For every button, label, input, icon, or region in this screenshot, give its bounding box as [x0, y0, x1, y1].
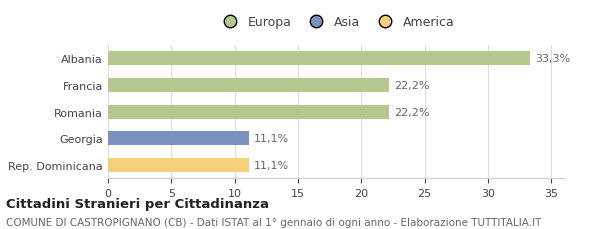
Text: 22,2%: 22,2%	[394, 81, 430, 91]
Text: 22,2%: 22,2%	[394, 107, 430, 117]
Legend: Europa, Asia, America: Europa, Asia, America	[218, 16, 454, 29]
Text: 33,3%: 33,3%	[535, 54, 570, 64]
Bar	[108, 79, 389, 93]
Bar	[108, 52, 530, 66]
Text: COMUNE DI CASTROPIGNANO (CB) - Dati ISTAT al 1° gennaio di ogni anno - Elaborazi: COMUNE DI CASTROPIGNANO (CB) - Dati ISTA…	[6, 218, 541, 227]
Text: Cittadini Stranieri per Cittadinanza: Cittadini Stranieri per Cittadinanza	[6, 197, 269, 210]
Bar	[108, 158, 248, 172]
Bar	[108, 132, 248, 146]
Bar	[108, 105, 389, 119]
Text: 11,1%: 11,1%	[254, 160, 289, 170]
Text: 11,1%: 11,1%	[254, 134, 289, 144]
